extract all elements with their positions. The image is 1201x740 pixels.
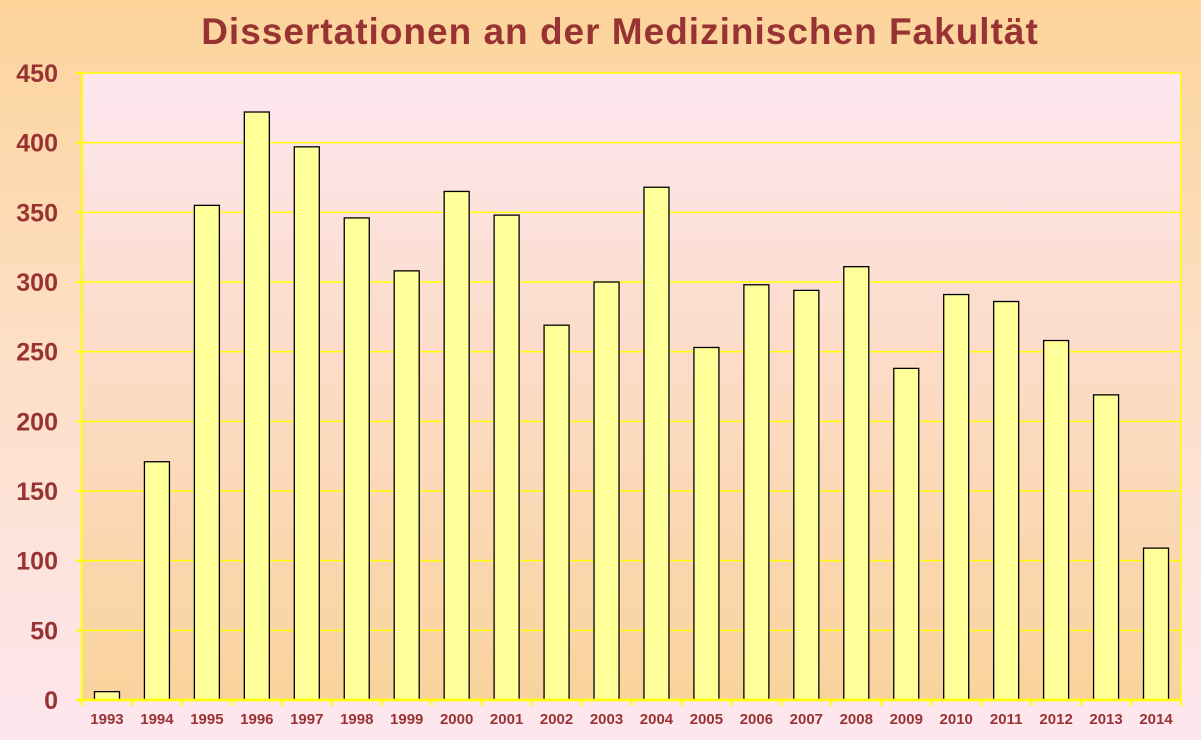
x-tick-label: 1994 (140, 711, 174, 728)
y-tick-label: 300 (16, 269, 58, 297)
x-tick-label: 2012 (1039, 711, 1072, 728)
bar-2010 (943, 293, 970, 701)
x-tick-label: 2007 (790, 711, 823, 728)
x-tick-label: 2004 (640, 711, 674, 728)
y-tick-label: 50 (30, 617, 58, 645)
x-tick-label: 2008 (840, 711, 873, 728)
x-tick-label: 1996 (240, 711, 273, 728)
bar-1994 (143, 461, 171, 701)
bar-2014 (1142, 547, 1170, 701)
bar-2007 (793, 289, 820, 701)
bar-2003 (593, 281, 620, 701)
x-tick-label: 2006 (740, 711, 773, 728)
x-tick-label: 1998 (340, 711, 373, 728)
x-tick-label: 2011 (990, 711, 1023, 728)
bar-2005 (693, 346, 720, 701)
y-tick-label: 200 (16, 408, 58, 436)
bar-2008 (843, 266, 870, 701)
y-tick-label: 400 (16, 130, 58, 158)
bar-2009 (893, 367, 920, 701)
x-tick-label: 1999 (390, 711, 423, 728)
x-tick-label: 1997 (290, 711, 323, 728)
x-tick-label: 2001 (490, 711, 523, 728)
y-tick-label: 450 (16, 60, 58, 88)
y-tick-label: 150 (16, 478, 58, 506)
y-tick-label: 350 (16, 199, 58, 227)
x-tick-label: 2010 (940, 711, 973, 728)
x-tick-label: 2003 (590, 711, 623, 728)
y-tick-label: 100 (16, 548, 58, 576)
y-tick-label: 0 (44, 687, 58, 715)
bar-2006 (743, 284, 770, 701)
x-tick-label: 2009 (890, 711, 923, 728)
bar-2000 (443, 190, 470, 701)
bar-2002 (543, 324, 570, 701)
y-tick-label: 250 (16, 339, 58, 367)
bar-1999 (393, 270, 420, 701)
x-tick-label: 2013 (1089, 711, 1122, 728)
bar-2001 (493, 214, 520, 701)
bar-1998 (343, 217, 370, 701)
x-tick-label: 2002 (540, 711, 573, 728)
bar-1993 (93, 690, 121, 701)
bar-2012 (1042, 339, 1070, 701)
x-tick-label: 1995 (190, 711, 223, 728)
bar-2004 (643, 186, 670, 701)
bar-2013 (1092, 394, 1120, 701)
x-tick-label: 1993 (90, 711, 123, 728)
x-tick-label: 2014 (1139, 711, 1173, 728)
bar-2011 (993, 300, 1020, 701)
x-tick-label: 2005 (690, 711, 723, 728)
bar-1995 (193, 204, 221, 701)
bar-1996 (243, 111, 270, 701)
chart-title: Dissertationen an der Medizinischen Faku… (201, 11, 1039, 52)
bar-1997 (293, 146, 320, 701)
x-tick-label: 2000 (440, 711, 473, 728)
